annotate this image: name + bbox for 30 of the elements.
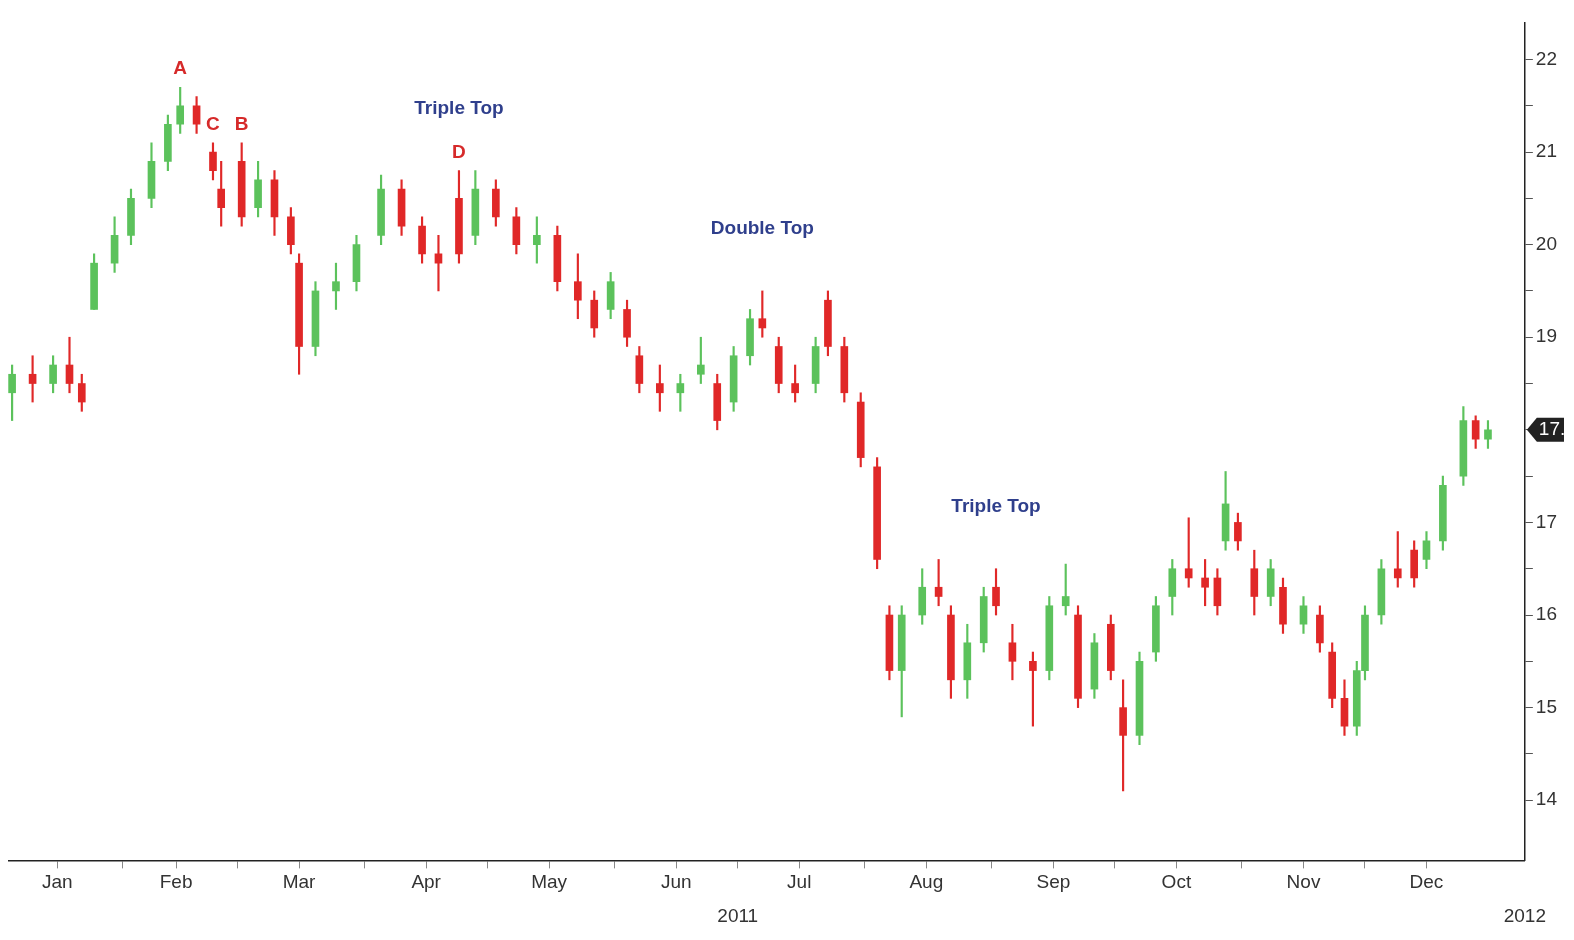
- y-tick-label: 16: [1535, 603, 1558, 625]
- x2-tick-label: 2011: [717, 904, 759, 926]
- x-tick-label: Apr: [411, 871, 442, 893]
- y-tick-label: 20: [1535, 232, 1558, 254]
- x-tick-label: Oct: [1161, 871, 1192, 893]
- y-tick-label: 19: [1535, 325, 1558, 347]
- x-tick-label: Sep: [1036, 871, 1071, 893]
- x-tick-label: Aug: [909, 871, 944, 893]
- x-tick-label: Jan: [41, 871, 73, 893]
- x-tick-label: Jul: [787, 871, 812, 893]
- x-tick-label: Jun: [660, 871, 692, 893]
- y-tick-label: 22: [1535, 47, 1558, 69]
- annotation: D: [452, 140, 466, 162]
- annotation: Triple Top: [951, 494, 1041, 516]
- annotation: B: [234, 113, 249, 135]
- x2-tick-label: 2012: [1503, 904, 1547, 926]
- y-tick-label: 21: [1535, 140, 1558, 162]
- y-tick-label: 14: [1535, 788, 1558, 810]
- x-tick-label: Dec: [1409, 871, 1444, 893]
- x-tick-label: Feb: [159, 871, 193, 893]
- y-tick-label: 15: [1535, 695, 1558, 717]
- y-tick-label: 17: [1535, 510, 1558, 532]
- text: 17.: [1538, 418, 1566, 440]
- annotation: C: [206, 113, 221, 135]
- x-tick-label: May: [531, 871, 568, 893]
- annotation: Triple Top: [414, 96, 504, 118]
- x-tick-label: Mar: [282, 871, 317, 893]
- annotation: Double Top: [710, 217, 814, 239]
- x-tick-label: Nov: [1286, 871, 1321, 893]
- annotation: A: [173, 57, 188, 79]
